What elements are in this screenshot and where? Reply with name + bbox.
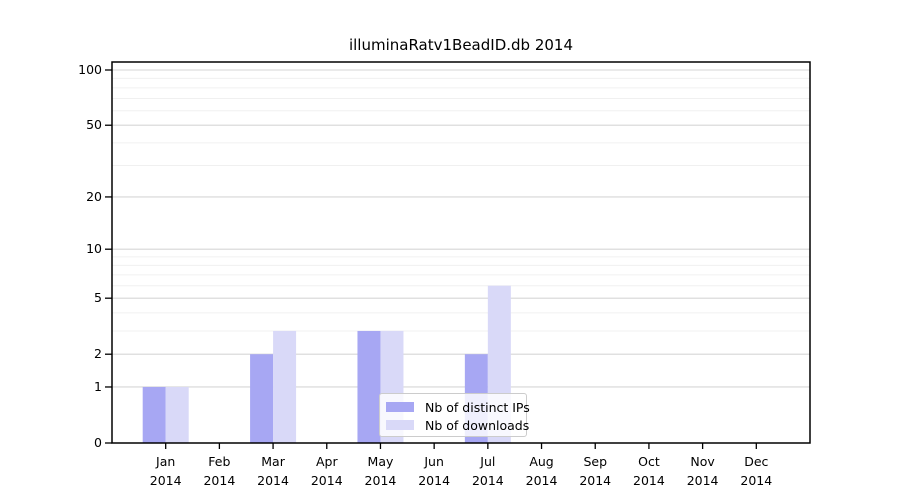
x-tick-label: May 2014 <box>348 452 412 490</box>
x-tick-year: 2014 <box>310 473 343 488</box>
chart-title: illuminaRatv1BeadID.db 2014 <box>348 36 574 54</box>
bar-downloads <box>165 386 189 443</box>
x-tick-label: Aug 2014 <box>510 452 574 490</box>
y-tick-label: 20 <box>86 188 102 204</box>
x-tick-year: 2014 <box>203 473 236 488</box>
x-tick-year: 2014 <box>418 473 451 488</box>
x-tick-label: Nov 2014 <box>671 452 735 490</box>
x-tick-label: Dec 2014 <box>724 452 788 490</box>
x-tick-month: Jul <box>480 454 496 469</box>
x-tick-label: Jan 2014 <box>134 452 198 490</box>
x-tick-label: Apr 2014 <box>295 452 359 490</box>
legend-label-downloads: Nb of downloads <box>425 417 530 433</box>
x-tick-month: Dec <box>744 454 769 469</box>
x-tick-year: 2014 <box>633 473 665 488</box>
x-tick-year: 2014 <box>579 473 612 488</box>
bar-downloads <box>273 330 297 443</box>
x-tick-year: 2014 <box>364 473 397 488</box>
x-tick-month: Feb <box>208 454 231 469</box>
x-tick-year: 2014 <box>257 473 289 488</box>
legend: Nb of distinct IPs Nb of downloads <box>379 393 530 437</box>
y-tick-label: 50 <box>86 117 102 133</box>
x-tick-month: Jan <box>156 454 176 469</box>
x-tick-year: 2014 <box>525 473 558 488</box>
x-tick-month: Aug <box>529 454 554 469</box>
legend-item-downloads: Nb of downloads <box>386 417 529 433</box>
x-tick-label: Sep 2014 <box>563 452 627 490</box>
x-tick-month: Mar <box>261 454 285 469</box>
bar-distinct-ips <box>142 386 166 443</box>
legend-label-distinct-ips: Nb of distinct IPs <box>425 399 530 415</box>
x-tick-year: 2014 <box>740 473 773 488</box>
x-tick-label: Jul 2014 <box>456 452 520 490</box>
bar-distinct-ips <box>357 330 381 443</box>
y-tick-label: 10 <box>86 241 102 257</box>
x-tick-month: Nov <box>690 454 715 469</box>
plot-border <box>111 61 811 444</box>
x-tick-month: Oct <box>638 454 660 469</box>
y-tick-label: 2 <box>94 346 102 362</box>
legend-swatch-downloads <box>386 420 414 430</box>
x-tick-month: Sep <box>583 454 607 469</box>
x-tick-label: Feb 2014 <box>187 452 251 490</box>
x-tick-year: 2014 <box>149 473 182 488</box>
x-tick-label: Oct 2014 <box>617 452 681 490</box>
y-tick-label: 5 <box>94 290 102 306</box>
legend-swatch-distinct-ips <box>386 402 414 412</box>
x-tick-year: 2014 <box>471 473 504 488</box>
x-tick-year: 2014 <box>686 473 719 488</box>
x-tick-label: Mar 2014 <box>241 452 305 490</box>
y-tick-label: 100 <box>78 62 102 77</box>
x-tick-month: Apr <box>315 454 338 469</box>
x-tick-month: May <box>367 454 394 469</box>
y-tick-label: 0 <box>94 435 102 450</box>
legend-item-distinct-ips: Nb of distinct IPs <box>386 399 530 415</box>
bar-distinct-ips <box>250 354 274 443</box>
x-tick-month: Jun <box>424 454 444 469</box>
y-tick-label: 1 <box>94 378 102 394</box>
x-tick-label: Jun 2014 <box>402 452 466 490</box>
